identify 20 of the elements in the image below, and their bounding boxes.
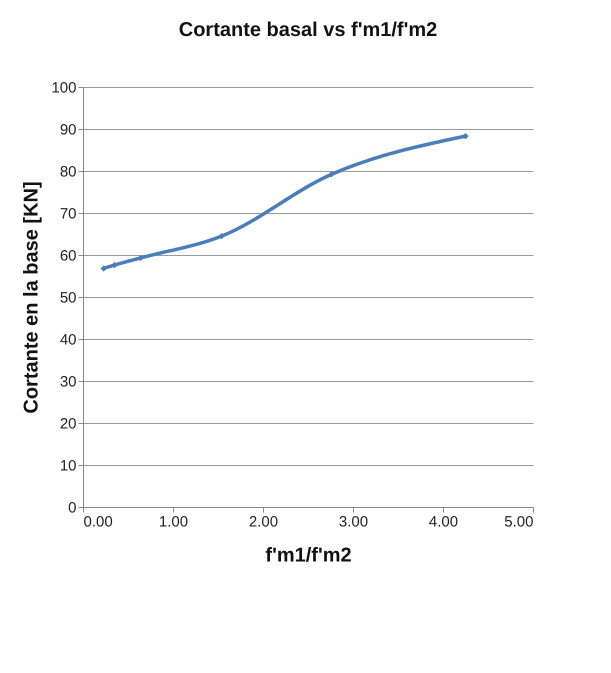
x-tick-label: 4.00 — [428, 514, 458, 530]
y-tick-label: 80 — [60, 164, 76, 180]
x-axis-title: f'm1/f'm2 — [265, 544, 352, 566]
y-tick-label: 30 — [60, 374, 76, 390]
y-tick-label: 60 — [60, 248, 76, 264]
y-tick-label: 100 — [51, 80, 76, 96]
x-tick-label: 3.00 — [338, 514, 368, 530]
chart-title: Cortante basal vs f'm1/f'm2 — [178, 19, 438, 41]
y-tick-label: 90 — [60, 122, 76, 138]
y-tick-label: 20 — [60, 416, 76, 432]
x-tick-label: 0.00 — [84, 514, 113, 530]
y-axis-title: Cortante en la base [KN] — [20, 181, 42, 414]
x-tick-label: 5.00 — [504, 514, 534, 530]
y-tick-label: 10 — [60, 458, 76, 474]
y-tick-label: 50 — [60, 290, 76, 306]
y-tick-label: 40 — [60, 332, 76, 348]
y-tick-label: 0 — [68, 500, 76, 516]
x-tick-label: 2.00 — [248, 514, 278, 530]
x-tick-label: 1.00 — [158, 514, 188, 530]
y-tick-label: 70 — [60, 206, 76, 222]
